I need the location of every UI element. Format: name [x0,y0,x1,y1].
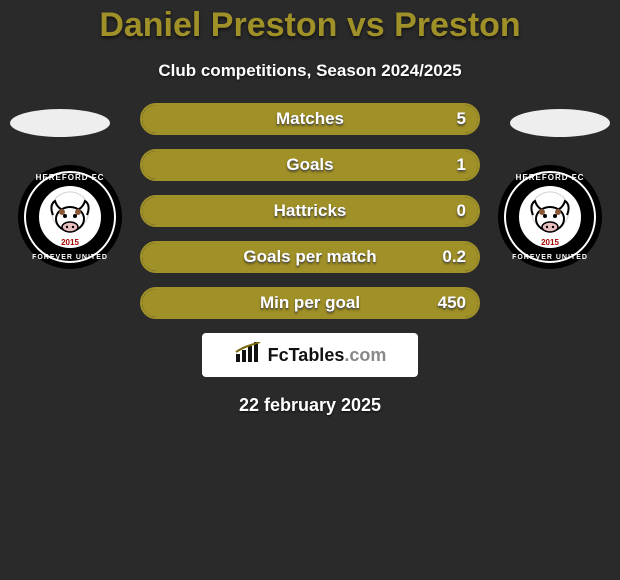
stat-value: 0.2 [442,247,466,267]
crest-year: 2015 [498,238,602,247]
brand-suffix: .com [344,345,386,365]
stat-label: Min per goal [260,293,360,313]
stat-bar: Min per goal 450 [140,287,480,319]
stat-bar: Goals 1 [140,149,480,181]
club-crest-right: HEREFORD FC 2015 FOREVER UNITED [498,165,602,269]
stat-value: 1 [457,155,466,175]
crest-year: 2015 [18,238,122,247]
stat-label: Goals per match [243,247,376,267]
brand-badge: FcTables.com [202,333,418,377]
bar-chart-icon [234,342,262,369]
stat-label: Hattricks [274,201,347,221]
stat-value: 0 [457,201,466,221]
comparison-stage: HEREFORD FC 2015 FOREVER UNITED H [0,103,620,319]
stat-bar: Goals per match 0.2 [140,241,480,273]
page-title: Daniel Preston vs Preston [0,0,620,45]
stat-value: 5 [457,109,466,129]
stat-label: Goals [286,155,333,175]
crest-bottom-text: FOREVER UNITED [18,254,122,261]
stat-bar: Hattricks 0 [140,195,480,227]
stat-label: Matches [276,109,344,129]
player-right-pedestal [510,109,610,137]
crest-top-text: HEREFORD FC [18,173,122,182]
crest-top-text: HEREFORD FC [498,173,602,182]
stat-bar: Matches 5 [140,103,480,135]
page-subtitle: Club competitions, Season 2024/2025 [0,61,620,81]
stat-bars: Matches 5 Goals 1 Hattricks 0 Goals per match 0… [140,103,480,319]
stat-value: 450 [438,293,466,313]
snapshot-date: 22 february 2025 [0,395,620,416]
club-crest-left: HEREFORD FC 2015 FOREVER UNITED [18,165,122,269]
crest-bottom-text: FOREVER UNITED [498,254,602,261]
brand-text: FcTables.com [268,345,387,366]
player-left-pedestal [10,109,110,137]
brand-name: FcTables [268,345,345,365]
